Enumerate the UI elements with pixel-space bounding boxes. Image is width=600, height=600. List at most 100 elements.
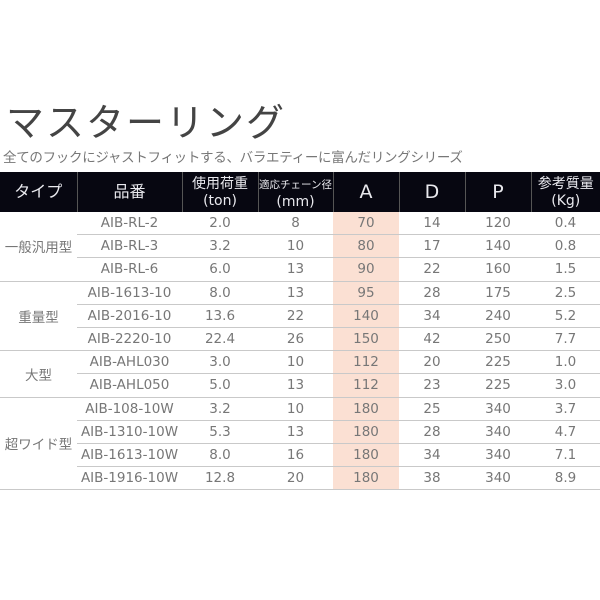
chain-cell: 10	[258, 350, 333, 375]
chain-cell: 16	[258, 443, 333, 468]
load-cell: 5.3	[182, 420, 258, 444]
d-cell: 38	[399, 466, 465, 491]
header-a: A	[332, 172, 399, 212]
chain-cell: 10	[258, 234, 333, 259]
table-row: 重量型 AIB-1613-10 8.0 13 95 28 175 2.5	[0, 281, 600, 352]
d-cell: 17	[399, 234, 465, 259]
chain-cell: 10	[258, 397, 333, 421]
weight-cell: 7.7	[531, 327, 600, 352]
header-weight: 参考質量 (Kg)	[530, 172, 600, 212]
table-row: AIB-1613-10W 8.0 16 180 34 340 7.1	[0, 443, 600, 468]
weight-cell: 3.7	[531, 397, 600, 421]
table-row: 超ワイド型 AIB-108-10W 3.2 10 180 25 340 3.7	[0, 397, 600, 491]
weight-cell: 0.8	[531, 234, 600, 259]
weight-cell: 0.4	[531, 212, 600, 236]
load-cell: 2.0	[182, 212, 258, 236]
table-row: 一般汎用型 AIB-RL-2 2.0 8 70 14 120 0.4	[0, 212, 600, 282]
d-cell: 28	[399, 281, 465, 305]
p-cell: 160	[465, 257, 531, 282]
load-cell: 22.4	[182, 327, 258, 352]
model-cell: AIB-1613-10W	[77, 443, 182, 468]
type-cell: 重量型	[0, 281, 77, 352]
a-cell: 150	[333, 327, 399, 352]
d-cell: 34	[399, 443, 465, 468]
model-cell: AIB-108-10W	[77, 397, 182, 421]
a-cell: 112	[333, 373, 399, 398]
model-cell: AIB-1613-10	[77, 281, 182, 305]
d-cell: 28	[399, 420, 465, 444]
model-cell: AIB-2220-10	[77, 327, 182, 352]
d-cell: 14	[399, 212, 465, 236]
a-cell: 90	[333, 257, 399, 282]
weight-cell: 7.1	[531, 443, 600, 468]
load-cell: 6.0	[182, 257, 258, 282]
model-cell: AIB-AHL050	[77, 373, 182, 398]
chain-cell: 20	[258, 466, 333, 491]
load-cell: 8.0	[182, 281, 258, 305]
header-type: タイプ	[0, 172, 77, 212]
header-load: 使用荷重 (ton)	[181, 172, 258, 212]
chain-cell: 26	[258, 327, 333, 352]
table-row: AIB-1310-10W 5.3 13 180 28 340 4.7	[0, 420, 600, 444]
weight-cell: 1.0	[531, 350, 600, 375]
p-cell: 140	[465, 234, 531, 259]
p-cell: 250	[465, 327, 531, 352]
d-cell: 25	[399, 397, 465, 421]
a-cell: 95	[333, 281, 399, 305]
weight-cell: 4.7	[531, 420, 600, 444]
load-cell: 13.6	[182, 304, 258, 328]
a-cell: 180	[333, 420, 399, 444]
page-subtitle: 全てのフックにジャストフィットする、バラエティーに富んだリングシリーズ	[3, 150, 463, 166]
table-header-row: タイプ 品番 使用荷重 (ton) 適応チェーン径 (mm) A D P 参考質量(…	[0, 172, 600, 212]
model-cell: AIB-1310-10W	[77, 420, 182, 444]
header-p: P	[464, 172, 531, 212]
a-cell: 180	[333, 397, 399, 421]
p-cell: 120	[465, 212, 531, 236]
load-cell: 3.2	[182, 234, 258, 259]
load-cell: 12.8	[182, 466, 258, 491]
page-title: マスターリング	[6, 101, 287, 145]
chain-cell: 22	[258, 304, 333, 328]
chain-cell: 13	[258, 420, 333, 444]
p-cell: 340	[465, 466, 531, 491]
table-row: AIB-RL-3 3.2 10 80 17 140 0.8	[0, 234, 600, 259]
load-cell: 3.0	[182, 350, 258, 375]
model-cell: AIB-2016-10	[77, 304, 182, 328]
d-cell: 22	[399, 257, 465, 282]
header-d: D	[398, 172, 465, 212]
weight-cell: 2.5	[531, 281, 600, 305]
a-cell: 180	[333, 443, 399, 468]
load-cell: 5.0	[182, 373, 258, 398]
p-cell: 340	[465, 443, 531, 468]
a-cell: 70	[333, 212, 399, 236]
a-cell: 180	[333, 466, 399, 491]
model-cell: AIB-AHL030	[77, 350, 182, 375]
table-row: AIB-AHL050 5.0 13 112 23 225 3.0	[0, 373, 600, 398]
table-row: AIB-1916-10W 12.8 20 180 38 340 8.9	[0, 466, 600, 491]
weight-cell: 8.9	[531, 466, 600, 491]
p-cell: 240	[465, 304, 531, 328]
table-row: 大型 AIB-AHL030 3.0 10 112 20 225 1.0	[0, 350, 600, 398]
chain-cell: 13	[258, 281, 333, 305]
a-cell: 112	[333, 350, 399, 375]
type-cell: 一般汎用型	[0, 212, 77, 282]
d-cell: 42	[399, 327, 465, 352]
header-model: 品番	[76, 172, 182, 212]
a-cell: 140	[333, 304, 399, 328]
a-cell: 80	[333, 234, 399, 259]
type-cell: 超ワイド型	[0, 397, 77, 491]
chain-cell: 13	[258, 257, 333, 282]
weight-cell: 1.5	[531, 257, 600, 282]
spec-table: タイプ 品番 使用荷重 (ton) 適応チェーン径 (mm) A D P 参考質量(…	[0, 172, 600, 491]
table-row: AIB-2220-10 22.4 26 150 42 250 7.7	[0, 327, 600, 352]
d-cell: 34	[399, 304, 465, 328]
chain-cell: 8	[258, 212, 333, 236]
model-cell: AIB-RL-3	[77, 234, 182, 259]
load-cell: 3.2	[182, 397, 258, 421]
weight-cell: 5.2	[531, 304, 600, 328]
table-row: AIB-2016-10 13.6 22 140 34 240 5.2	[0, 304, 600, 328]
type-cell: 大型	[0, 350, 77, 398]
d-cell: 20	[399, 350, 465, 375]
p-cell: 175	[465, 281, 531, 305]
model-cell: AIB-RL-2	[77, 212, 182, 236]
